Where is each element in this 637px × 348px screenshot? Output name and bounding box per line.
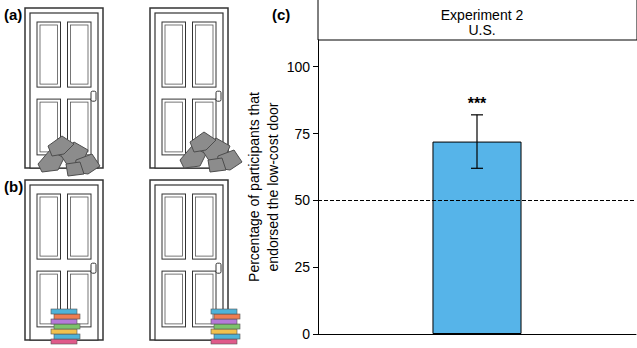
svg-text:***: *** [468, 95, 487, 112]
svg-text:Experiment 2: Experiment 2 [441, 7, 524, 23]
svg-text:75: 75 [294, 126, 310, 142]
svg-text:25: 25 [294, 259, 310, 275]
svg-text:(a): (a) [4, 6, 22, 23]
svg-text:endorsed the low-cost door: endorsed the low-cost door [265, 102, 281, 271]
svg-text:100: 100 [287, 59, 311, 75]
svg-text:0: 0 [302, 326, 310, 342]
svg-text:50: 50 [294, 192, 310, 208]
svg-text:Percentage of participants tha: Percentage of participants that [246, 92, 262, 282]
svg-text:(b): (b) [4, 178, 23, 195]
svg-text:(c): (c) [272, 6, 290, 23]
svg-text:U.S.: U.S. [468, 22, 495, 38]
